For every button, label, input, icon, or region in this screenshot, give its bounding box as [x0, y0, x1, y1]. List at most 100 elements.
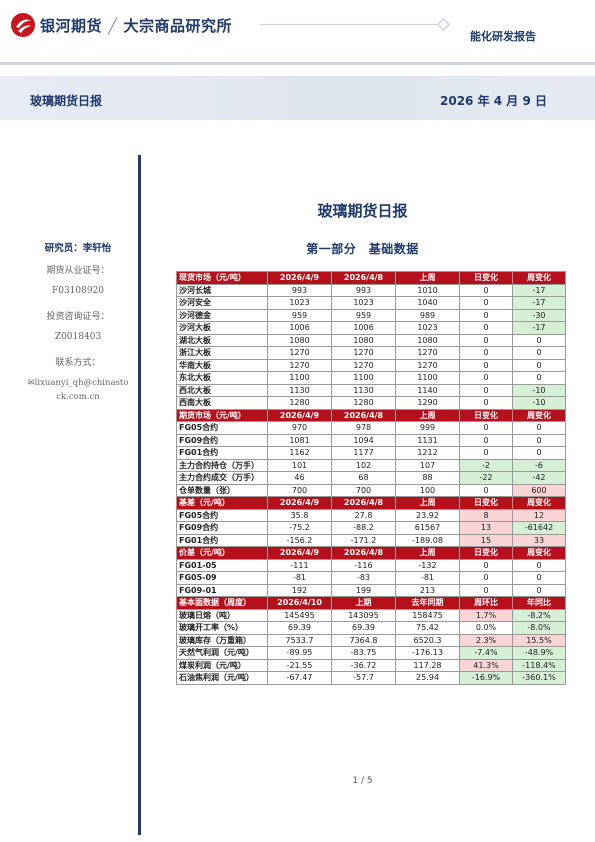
value-cell: 日变化 — [459, 496, 513, 510]
value-cell: 1270 — [395, 358, 460, 372]
value-cell: 2026/4/9 — [267, 546, 332, 560]
row-label-cell: 玻璃日熔（吨） — [176, 608, 268, 622]
value-cell: -88.2 — [331, 521, 396, 535]
row-label-cell: 西北大板 — [176, 383, 268, 397]
value-cell: 107 — [395, 458, 460, 472]
value-cell: 0 — [459, 558, 513, 572]
value-cell: 41.3% — [459, 658, 513, 672]
table-row: FG09-01 192 199 213 0 0 — [176, 583, 566, 597]
value-cell: 143095 — [331, 608, 396, 622]
value-cell: 1006 — [267, 321, 332, 335]
researcher-name: 研究员：李轩怡 — [44, 243, 112, 254]
value-cell: -21.55 — [267, 658, 332, 672]
value-cell: 25.94 — [395, 671, 460, 685]
value-cell: 2026/4/9 — [267, 271, 332, 285]
advisory-cert-number: Z0018403 — [54, 332, 102, 342]
row-label-cell: 主力合约成交（万手） — [176, 471, 268, 485]
value-cell: 999 — [395, 421, 460, 435]
email-link-continued[interactable]: ck.com.cn — [56, 392, 100, 402]
value-cell: 959 — [331, 308, 396, 322]
value-cell: -176.13 — [395, 646, 460, 660]
email-link[interactable]: ✉lixuanyi_qh@chinasto — [27, 378, 129, 388]
value-cell: 1131 — [395, 433, 460, 447]
row-label-cell: 东北大板 — [176, 371, 268, 385]
value-cell: 2026/4/9 — [267, 496, 332, 510]
value-cell: -17 — [512, 321, 566, 335]
value-cell: 101 — [267, 458, 332, 472]
table-row: 仓单数量（张） 700 700 100 0 600 — [176, 483, 566, 497]
value-cell: 日变化 — [459, 271, 513, 285]
table-row: 煤炭利润（元/吨） -21.55 -36.72 117.28 41.3% -118.4% — [176, 658, 566, 672]
value-cell: -118.4% — [512, 658, 566, 672]
row-label-cell: 天然气利润（元/吨） — [176, 646, 268, 660]
value-cell: 1040 — [395, 296, 460, 310]
value-cell: -171.2 — [331, 533, 396, 547]
value-cell: 0 — [459, 396, 513, 410]
value-cell: -111 — [267, 558, 332, 572]
value-cell: 0 — [512, 358, 566, 372]
table-row: 湖北大板 1080 1080 1080 0 0 — [176, 333, 566, 347]
table-row: 西北大板 1130 1130 1140 0 -10 — [176, 383, 566, 397]
value-cell: 69.39 — [267, 621, 332, 635]
value-cell: -189.08 — [395, 533, 460, 547]
value-cell: 1270 — [331, 346, 396, 360]
table-row: 沙河德金 959 959 989 0 -30 — [176, 308, 566, 322]
row-label-cell: 基本面数据（周度） — [176, 596, 268, 610]
value-cell: 970 — [267, 421, 332, 435]
value-cell: 1081 — [267, 433, 332, 447]
value-cell: 0 — [459, 446, 513, 460]
value-cell: 2026/4/9 — [267, 408, 332, 422]
report-date: 2026 年 4 月 9 日 — [440, 94, 547, 108]
row-label-cell: FG01-05 — [176, 558, 268, 572]
value-cell: 600 — [512, 483, 566, 497]
value-cell: 0 — [512, 571, 566, 585]
mail-icon: ✉ — [27, 378, 35, 388]
table-section-header: 价差（元/吨） 2026/4/9 2026/4/8 上周 日变化 周变化 — [176, 546, 566, 560]
row-label-cell: 浙江大板 — [176, 346, 268, 360]
value-cell: -89.95 — [267, 646, 332, 660]
value-cell: 1023 — [395, 321, 460, 335]
table-row: FG09合约 1081 1094 1131 0 0 — [176, 433, 566, 447]
row-label-cell: FG09合约 — [176, 521, 268, 535]
value-cell: 周变化 — [512, 546, 566, 560]
table-section-header: 基本面数据（周度） 2026/4/10 上期 去年同期 周环比 年同比 — [176, 596, 566, 610]
row-label-cell: FG05-09 — [176, 571, 268, 585]
value-cell: 1023 — [331, 296, 396, 310]
row-label-cell: 主力合约持仓（万手） — [176, 458, 268, 472]
value-cell: 0 — [459, 571, 513, 585]
value-cell: 100 — [395, 483, 460, 497]
value-cell: -16.9% — [459, 671, 513, 685]
table-section-header: 基差（元/吨） 2026/4/9 2026/4/8 上周 日变化 周变化 — [176, 496, 566, 510]
table-row: 华南大板 1270 1270 1270 0 0 — [176, 358, 566, 372]
value-cell: -10 — [512, 396, 566, 410]
table-row: 玻璃开工率（%） 69.39 69.39 75.42 0.0% -8.0% — [176, 621, 566, 635]
value-cell: -61642 — [512, 521, 566, 535]
table-row: 东北大板 1100 1100 1100 0 0 — [176, 371, 566, 385]
row-label-cell: 湖北大板 — [176, 333, 268, 347]
value-cell: 0 — [459, 358, 513, 372]
value-cell: 日变化 — [459, 546, 513, 560]
value-cell: 2026/4/8 — [331, 546, 396, 560]
value-cell: -17 — [512, 296, 566, 310]
row-label-cell: 玻璃库存（万重箱） — [176, 633, 268, 647]
value-cell: 0 — [459, 421, 513, 435]
contact-label: 联系方式： — [55, 358, 101, 368]
row-label-cell: 沙河长城 — [176, 283, 268, 297]
value-cell: -17 — [512, 283, 566, 297]
table-row: 主力合约成交（万手） 46 68 88 -22 -42 — [176, 471, 566, 485]
table-row: FG05-09 -81 -83 -81 0 0 — [176, 571, 566, 585]
value-cell: 1270 — [395, 346, 460, 360]
value-cell: 2.3% — [459, 633, 513, 647]
row-label-cell: 西南大板 — [176, 396, 268, 410]
value-cell: 1080 — [395, 333, 460, 347]
value-cell: 0 — [459, 321, 513, 335]
value-cell: 1130 — [267, 383, 332, 397]
value-cell: 158475 — [395, 608, 460, 622]
value-cell: 700 — [331, 483, 396, 497]
advisory-cert-label: 投资咨询证号： — [46, 312, 110, 322]
row-label-cell: 价差（元/吨） — [176, 546, 268, 560]
row-label-cell: 华南大板 — [176, 358, 268, 372]
value-cell: 6520.3 — [395, 633, 460, 647]
value-cell: 88 — [395, 471, 460, 485]
value-cell: -36.72 — [331, 658, 396, 672]
